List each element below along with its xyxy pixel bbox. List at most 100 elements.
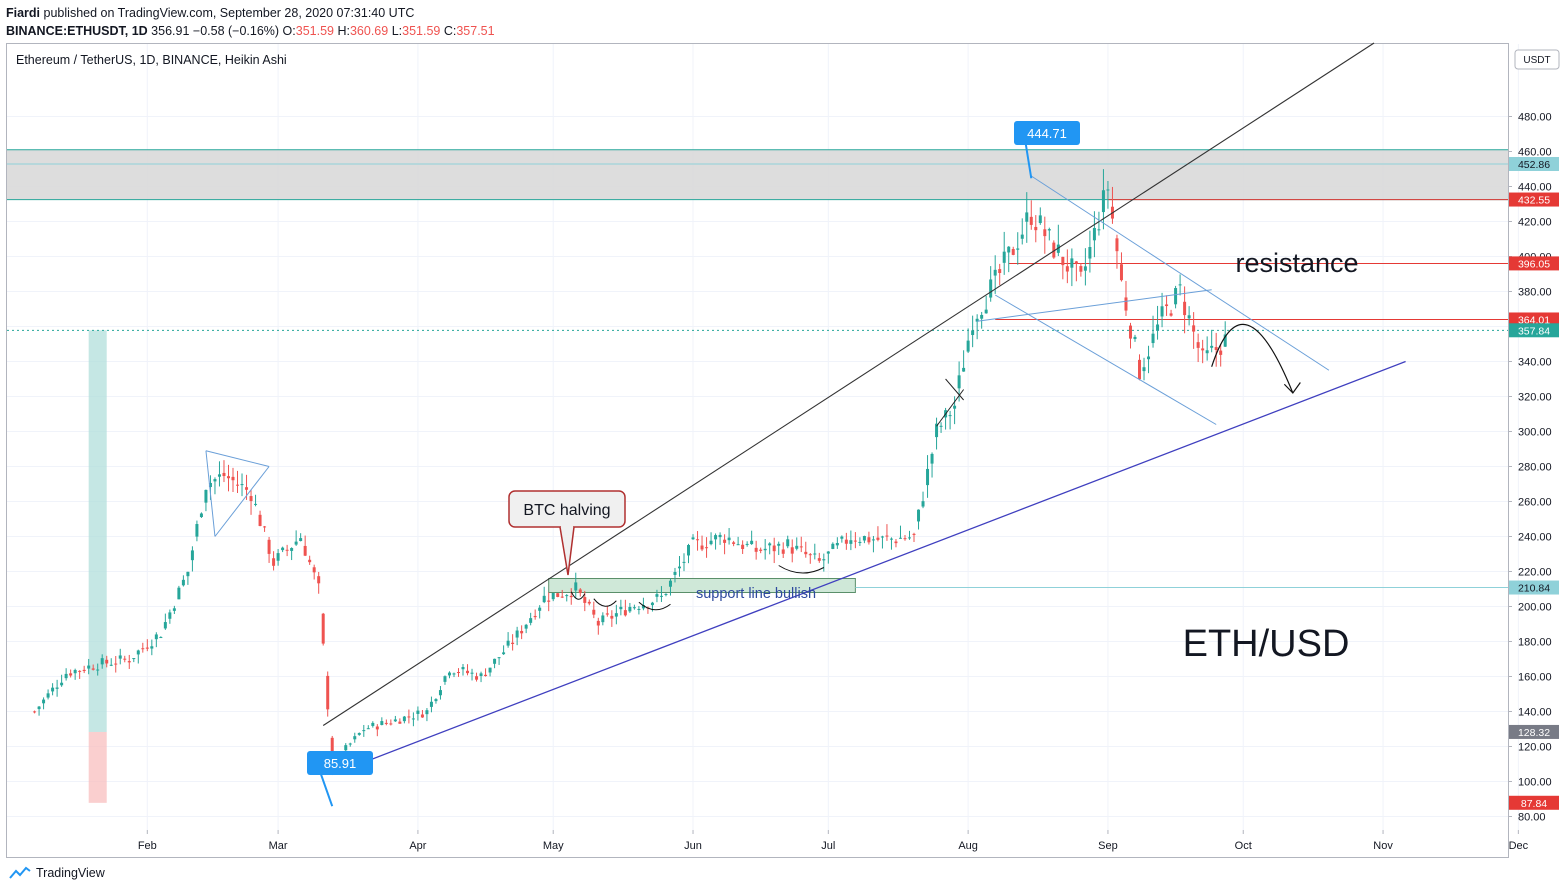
candle-body xyxy=(470,672,474,674)
candle-body xyxy=(741,544,745,549)
x-tick-label: Jun xyxy=(684,840,702,852)
pair-annotation: ETH/USD xyxy=(1183,623,1350,665)
candle-body xyxy=(560,596,564,598)
candle-body xyxy=(1097,229,1101,231)
candle-body xyxy=(127,661,131,663)
candle-body xyxy=(272,558,276,566)
candle-body xyxy=(795,545,799,549)
price-change: −0.58 (−0.16%) xyxy=(192,24,280,38)
candle-body xyxy=(213,479,217,482)
chart-frame[interactable] xyxy=(6,43,1509,858)
y-tick-label: 180.00 xyxy=(1518,637,1552,649)
candle-body xyxy=(398,721,402,724)
curved-arrow xyxy=(638,601,671,611)
x-tick-label: Aug xyxy=(958,840,978,852)
candle-body xyxy=(1007,246,1011,253)
candle-body xyxy=(547,600,551,602)
candle-body xyxy=(204,489,208,503)
candle-body xyxy=(1183,301,1187,316)
candle-body xyxy=(1133,336,1137,340)
low-label: L: xyxy=(391,24,403,38)
candle-body xyxy=(1174,288,1178,305)
candles xyxy=(33,169,1227,767)
candle-body xyxy=(443,676,447,682)
candle-body xyxy=(488,667,492,673)
candle-body xyxy=(921,501,925,507)
candle-body xyxy=(393,719,397,722)
candle-body xyxy=(1151,333,1155,344)
candle-body xyxy=(1115,238,1119,252)
candle-body xyxy=(619,606,623,610)
candle-body xyxy=(745,543,749,545)
candle-body xyxy=(799,546,803,548)
high-callout-box xyxy=(1014,121,1080,145)
candle-body xyxy=(1138,359,1142,380)
support-annotation: support line bullish xyxy=(696,586,816,602)
candle-body xyxy=(574,582,578,591)
projection-arrowhead xyxy=(1283,382,1301,394)
candle-body xyxy=(1128,325,1132,339)
candle-body xyxy=(484,674,488,677)
candle-body xyxy=(1038,215,1042,224)
candle-body xyxy=(466,670,470,674)
candle-body xyxy=(168,612,172,619)
candle-body xyxy=(33,711,37,713)
candle-body xyxy=(894,541,898,544)
falling-channel-bottom xyxy=(994,294,1217,425)
candle-body xyxy=(650,602,654,606)
triangle-top xyxy=(205,450,270,467)
candle-body xyxy=(1011,249,1015,255)
candle-body xyxy=(1061,256,1065,266)
candle-body xyxy=(885,535,889,537)
candle-body xyxy=(181,579,185,586)
candle-body xyxy=(55,687,59,689)
candle-body xyxy=(623,610,627,616)
price-label: 432.55 xyxy=(1518,195,1550,207)
candle-body xyxy=(696,539,700,541)
candle-body xyxy=(1056,244,1060,253)
y-tick-label: 240.00 xyxy=(1518,532,1552,544)
candle-body xyxy=(1201,348,1205,351)
candle-body xyxy=(1029,216,1033,225)
candle-body xyxy=(1165,304,1169,307)
candle-body xyxy=(447,672,451,676)
candle-body xyxy=(1043,229,1047,237)
falling-channel-top xyxy=(1030,175,1330,371)
high-callout-text: 444.71 xyxy=(1027,126,1067,141)
chart-labels: 452.86432.55396.05364.01357.84210.84128.… xyxy=(307,121,1559,810)
candle-body xyxy=(822,559,826,561)
curved-arrow xyxy=(593,598,617,607)
price-label: 452.86 xyxy=(1518,159,1550,171)
close-value: 357.51 xyxy=(456,24,495,38)
price-label-box xyxy=(1509,323,1559,338)
candle-body xyxy=(1025,212,1029,222)
candle-body xyxy=(497,657,501,659)
candle-body xyxy=(78,670,82,672)
candle-body xyxy=(263,526,267,528)
candle-body xyxy=(199,513,203,518)
high-value: 360.69 xyxy=(349,24,389,38)
candle-body xyxy=(411,718,415,720)
wedge-line xyxy=(977,289,1212,322)
candle-body xyxy=(880,536,884,538)
candle-body xyxy=(772,545,776,552)
candle-body xyxy=(366,728,370,730)
candle-body xyxy=(736,544,740,546)
candle-body xyxy=(975,318,979,322)
candle-body xyxy=(1178,284,1182,286)
candle-body xyxy=(172,608,176,611)
candle-body xyxy=(998,269,1002,273)
candle-body xyxy=(750,540,754,545)
price-label-box xyxy=(1509,192,1559,207)
x-tick-label: Dec xyxy=(1509,840,1529,852)
curved-arrow xyxy=(778,565,825,574)
y-tick-label: 200.00 xyxy=(1518,602,1552,614)
candle-body xyxy=(759,549,763,551)
candle-body xyxy=(768,543,772,546)
candle-body xyxy=(1142,367,1146,372)
candle-body xyxy=(299,538,303,542)
candle-body xyxy=(1074,261,1078,264)
chart-header: Fiardi published on TradingView.com, Sep… xyxy=(6,4,495,40)
open-label: O: xyxy=(282,24,296,38)
